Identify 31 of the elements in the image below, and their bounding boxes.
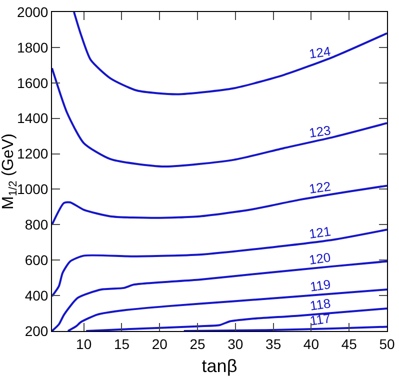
text: 118 <box>308 296 332 314</box>
text: 117 <box>309 310 332 328</box>
x-tick-label: 20 <box>152 336 168 352</box>
line-series <box>72 12 387 96</box>
y-tick-label: 800 <box>24 216 48 233</box>
x-axis-title: tanβ <box>202 356 238 376</box>
x-tick-label: 40 <box>303 336 320 352</box>
x-tick-label: 25 <box>190 336 206 352</box>
text: 119 <box>309 276 332 294</box>
line-series <box>52 228 387 298</box>
x-tick-label: 30 <box>228 336 244 352</box>
text: 123 <box>308 122 332 140</box>
line-series <box>52 67 387 168</box>
text: 120 <box>308 250 332 268</box>
x-tick-label: 50 <box>379 336 395 352</box>
y-tick-label: 1000 <box>17 181 48 198</box>
y-tick-label: 200 <box>24 322 48 339</box>
x-tick-label: 45 <box>341 336 358 352</box>
y-tick-label: 2000 <box>17 4 48 20</box>
x-tick-label: 15 <box>114 336 130 352</box>
y-tick-label: 1400 <box>17 110 48 126</box>
y-tick-label: 400 <box>24 287 48 304</box>
x-tick-label: 35 <box>266 336 282 352</box>
text: 121 <box>308 224 332 242</box>
x-tick-label: 10 <box>76 336 92 352</box>
y-tick-label: 600 <box>24 252 48 268</box>
y-tick-label: 1800 <box>17 39 48 56</box>
y-tick-label: 1200 <box>17 146 48 162</box>
text: 124 <box>308 44 332 62</box>
text: 122 <box>308 178 332 196</box>
y-tick-label: 1600 <box>17 74 48 91</box>
